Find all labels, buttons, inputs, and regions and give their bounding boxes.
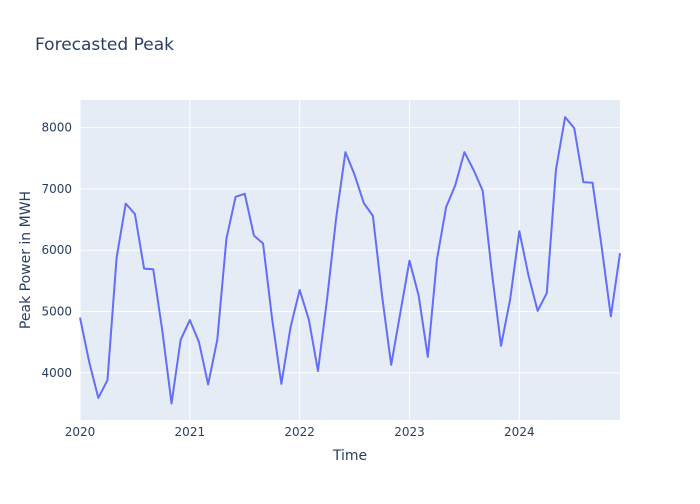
y-tick-label: 7000	[41, 182, 72, 196]
x-axis-title: Time	[332, 448, 367, 464]
y-tick-label: 8000	[41, 121, 72, 135]
x-tick-label: 2021	[175, 425, 206, 439]
y-tick-label: 4000	[41, 366, 72, 380]
chart-title: Forecasted Peak	[35, 35, 174, 55]
series-layer	[79, 116, 621, 405]
x-tick-label: 2024	[504, 425, 535, 439]
series-line	[79, 116, 621, 405]
x-tick-label: 2023	[394, 425, 425, 439]
y-tick-label: 6000	[41, 243, 72, 257]
x-tick-label: 2022	[284, 425, 315, 439]
y-axis-title: Peak Power in MWH	[18, 191, 34, 329]
plot-area	[80, 100, 620, 420]
tick-labels: 4000 5000 6000 7000 8000 2020 2021 2022 2023 2024	[41, 121, 534, 439]
y-tick-label: 5000	[41, 304, 72, 318]
x-tick-label: 2020	[65, 425, 96, 439]
